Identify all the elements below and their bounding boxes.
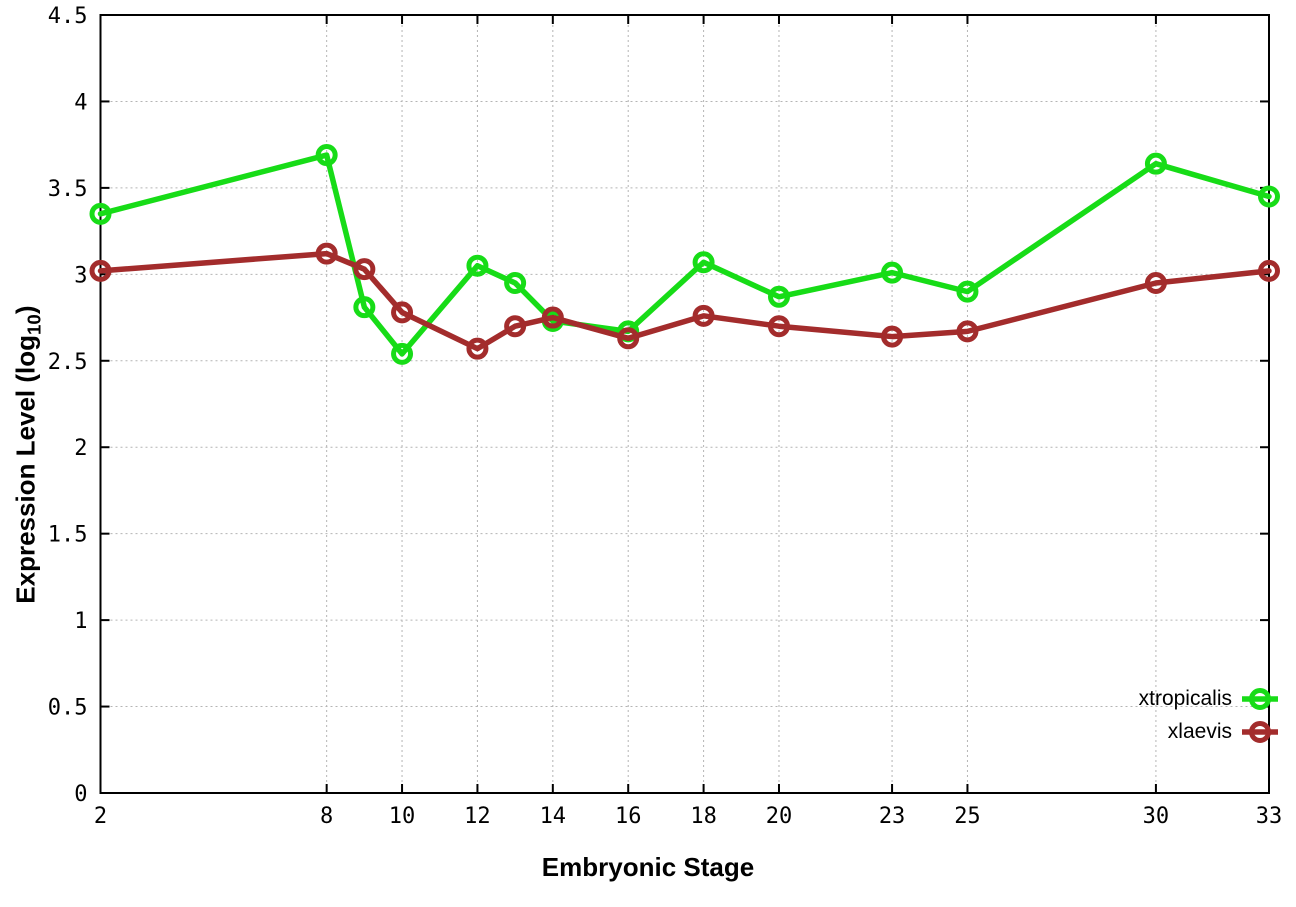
data-point-marker [881, 261, 904, 284]
data-point-marker [89, 259, 112, 282]
gridlines [100, 15, 1269, 793]
data-point-marker [541, 306, 564, 329]
x-tick-labels: 2 8 10 12 14 16 18 20 23 25 30 33 [94, 804, 1282, 829]
data-point-marker [353, 296, 376, 319]
x-tick-label: 2 [94, 804, 107, 829]
line-circle-marker-icon [1242, 688, 1278, 710]
y-tick-label: 3 [74, 263, 87, 288]
data-point-marker [466, 337, 489, 360]
x-axis-label: Embryonic Stage [541, 852, 755, 882]
plot-border [99, 14, 1270, 794]
legend-entry-xtropicalis: xtropicalis [1139, 686, 1280, 712]
x-tick-label: 12 [464, 804, 491, 829]
data-point-marker [353, 258, 376, 281]
data-point-marker [692, 304, 715, 327]
data-point-marker [617, 327, 640, 350]
y-axis-label-close: ) [10, 305, 41, 315]
series-xtropicalis [89, 144, 1280, 365]
y-tick-label: 2 [74, 436, 87, 461]
y-tick-label: 0 [74, 782, 87, 807]
y-tick-label: 0.5 [48, 696, 88, 721]
x-tick-label: 16 [615, 804, 642, 829]
data-point-marker [1144, 271, 1167, 294]
data-point-marker [767, 315, 790, 338]
x-tick-label: 30 [1143, 804, 1170, 829]
y-tick-label: 1 [74, 609, 87, 634]
data-point-marker [1144, 152, 1167, 175]
data-point-marker [391, 301, 414, 324]
y-tick-label: 4 [74, 90, 87, 115]
x-tick-label: 23 [879, 804, 906, 829]
data-point-marker [1258, 259, 1280, 282]
data-point-marker [504, 271, 527, 294]
y-tick-label: 3.5 [48, 177, 88, 202]
tick-marks [100, 15, 1269, 793]
line-circle-marker-icon [1242, 721, 1278, 743]
y-axis-label-main: Expression Level (log [10, 334, 41, 604]
x-tick-label: 33 [1256, 804, 1283, 829]
legend: xtropicalis xlaevis [1139, 686, 1280, 745]
legend-label-xlaevis: xlaevis [1167, 720, 1232, 743]
data-point-marker [89, 202, 112, 225]
data-point-marker [391, 342, 414, 365]
x-tick-label: 20 [766, 804, 793, 829]
y-tick-label: 2.5 [48, 350, 88, 375]
data-point-marker [1258, 185, 1280, 208]
legend-entry-xlaevis: xlaevis [1168, 719, 1280, 745]
y-tick-label: 4.5 [48, 4, 88, 29]
data-point-marker [956, 280, 979, 303]
x-tick-label: 10 [389, 804, 416, 829]
data-point-marker [767, 285, 790, 308]
x-tick-label: 18 [690, 804, 717, 829]
y-axis-label-subscript: 10 [23, 314, 45, 335]
x-tick-label: 25 [954, 804, 981, 829]
data-point-marker [881, 325, 904, 348]
data-point-marker [504, 315, 527, 338]
x-tick-label: 14 [540, 804, 567, 829]
y-tick-labels: 0 0.5 1 1.5 2 2.5 3 3.5 4 4.5 [48, 4, 88, 807]
series-line-xlaevis [97, 250, 1272, 352]
y-axis-label: Expression Level (log10) [10, 155, 45, 755]
data-point-marker [692, 251, 715, 274]
legend-label-xtropicalis: xtropicalis [1138, 687, 1232, 710]
data-point-marker [315, 144, 338, 167]
y-tick-label: 1.5 [48, 523, 88, 548]
x-tick-label: 8 [320, 804, 333, 829]
series-xlaevis [89, 242, 1280, 360]
data-point-marker [315, 242, 338, 265]
data-point-marker [956, 320, 979, 343]
data-point-marker [466, 254, 489, 277]
